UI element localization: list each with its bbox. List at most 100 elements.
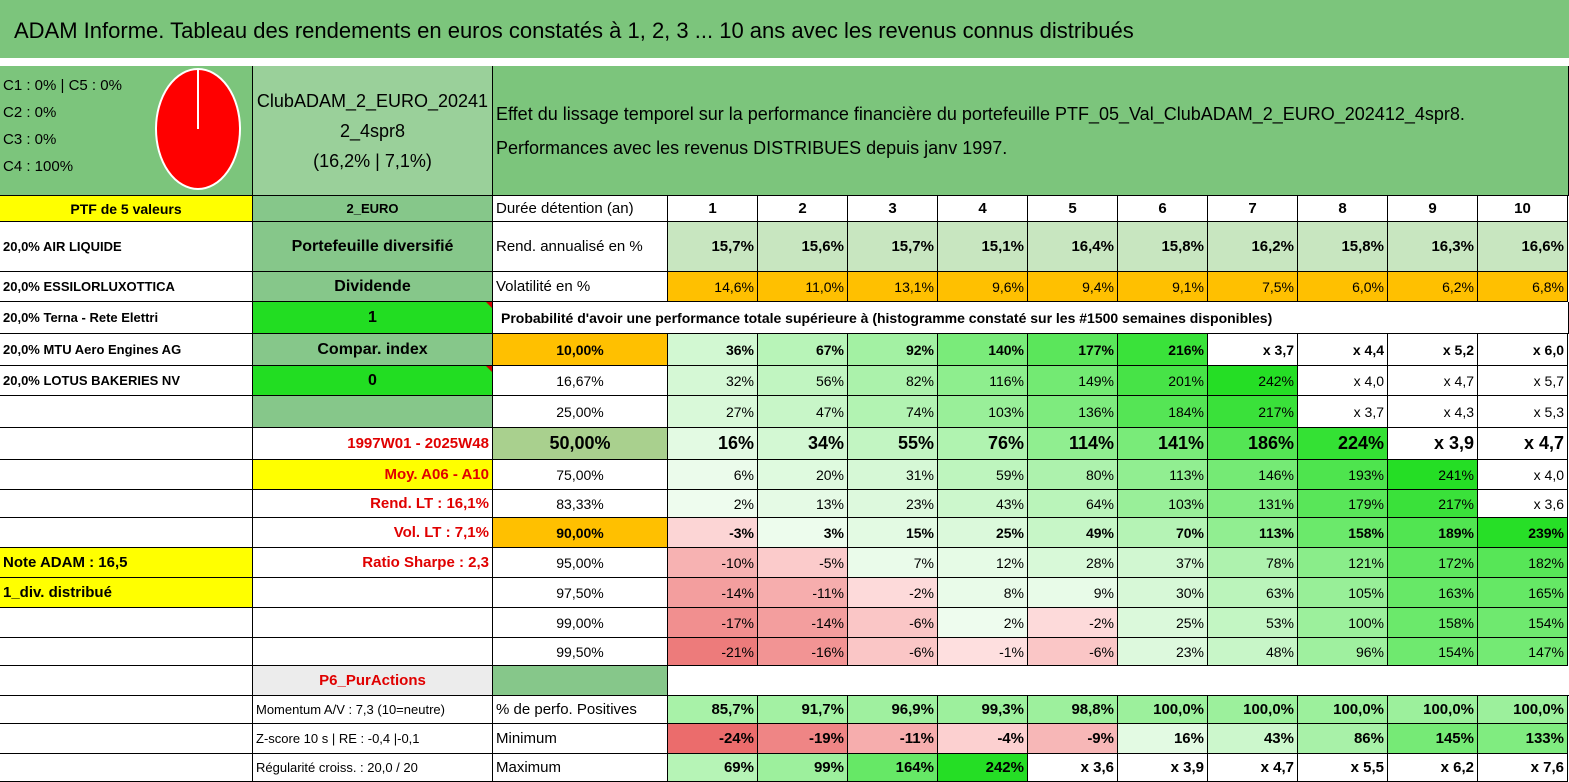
max-value: 69% [668,754,758,782]
probability-value: -6% [848,638,938,666]
momentum-label: Momentum A/V : 7,3 (10=neutre) [253,696,493,724]
probability-value: 2% [668,490,758,518]
holding-item: 20,0% MTU Aero Engines AG [0,334,253,366]
probability-value: 114% [1028,428,1118,460]
probability-value: 182% [1478,548,1568,578]
empty-green-cell [493,666,668,696]
probability-value: 158% [1298,518,1388,548]
probability-value: -10% [668,548,758,578]
probability-value: 63% [1208,578,1298,608]
empty-cell [253,638,493,666]
allocation-line: C1 : 0% | C5 : 0% [3,77,122,94]
rend-value: 15,7% [668,222,758,272]
max-value: 99% [758,754,848,782]
probability-value: 25% [938,518,1028,548]
dividend-label: Dividende [253,272,493,302]
year-header: 8 [1298,196,1388,222]
probability-value: 140% [938,334,1028,366]
probability-threshold: 16,67% [493,366,668,396]
probability-value: x 4,4 [1298,334,1388,366]
probability-value: x 5,3 [1478,396,1568,428]
probability-value: x 4,7 [1478,428,1568,460]
probability-value: 217% [1388,490,1478,518]
probability-value: 7% [848,548,938,578]
probability-value: -6% [1028,638,1118,666]
probability-value: x 4,7 [1388,366,1478,396]
pos-value: 85,7% [668,696,758,724]
compar-index-label: Compar. index [253,334,493,366]
min-value: -11% [848,724,938,754]
probability-value: 186% [1208,428,1298,460]
probability-value: 3% [758,518,848,548]
rend-value: 16,6% [1478,222,1568,272]
probability-value: 15% [848,518,938,548]
portfolio-description-line1: Effet du lissage temporel sur la perform… [496,103,1465,124]
probability-value: -3% [668,518,758,548]
probability-threshold: 99,00% [493,608,668,638]
probability-value: 177% [1028,334,1118,366]
probability-value: 27% [668,396,758,428]
probability-value: 23% [848,490,938,518]
year-header: 10 [1478,196,1568,222]
probability-value: 103% [1118,490,1208,518]
probability-value: 172% [1388,548,1478,578]
min-value: -19% [758,724,848,754]
probability-value: 96% [1298,638,1388,666]
probability-threshold: 95,00% [493,548,668,578]
empty-cell [0,696,253,724]
probability-value: x 3,6 [1478,490,1568,518]
probability-label: Probabilité d'avoir une performance tota… [493,302,1569,334]
probability-value: x 3,7 [1298,396,1388,428]
probability-value: x 5,2 [1388,334,1478,366]
rend-value: 15,1% [938,222,1028,272]
probability-value: 36% [668,334,758,366]
probability-value: 141% [1118,428,1208,460]
probability-value: -2% [1028,608,1118,638]
sharpe-label: Ratio Sharpe : 2,3 [253,548,493,578]
probability-value: -5% [758,548,848,578]
probability-value: 154% [1478,608,1568,638]
probability-value: 48% [1208,638,1298,666]
moy-label: Moy. A06 - A10 [253,460,493,490]
probability-value: 146% [1208,460,1298,490]
probability-value: 179% [1298,490,1388,518]
rend-value: 15,7% [848,222,938,272]
probability-threshold: 90,00% [493,518,668,548]
probability-value: 55% [848,428,938,460]
max-value: x 7,6 [1478,754,1568,782]
probability-threshold: 25,00% [493,396,668,428]
empty-cell [668,666,1569,696]
probability-value: 189% [1388,518,1478,548]
rend-value: 15,8% [1118,222,1208,272]
max-value: x 6,2 [1388,754,1478,782]
year-header: 3 [848,196,938,222]
vol-value: 11,0% [758,272,848,302]
probability-value: 28% [1028,548,1118,578]
probability-value: x 5,7 [1478,366,1568,396]
holding-item: 20,0% LOTUS BAKERIES NV [0,366,253,396]
probability-value: 193% [1298,460,1388,490]
max-label: Maximum [493,754,668,782]
year-header: 9 [1388,196,1478,222]
min-value: 16% [1118,724,1208,754]
empty-cell [0,724,253,754]
probability-value: -14% [668,578,758,608]
empty-cell [0,490,253,518]
holding-item: 20,0% AIR LIQUIDE [0,222,253,272]
probability-value: 12% [938,548,1028,578]
vol-value: 14,6% [668,272,758,302]
min-value: 86% [1298,724,1388,754]
probability-threshold: 99,50% [493,638,668,666]
probability-value: 201% [1118,366,1208,396]
vol-lt-label: Vol. LT : 7,1% [253,518,493,548]
pos-value: 98,8% [1028,696,1118,724]
probability-value: 9% [1028,578,1118,608]
probability-value: 64% [1028,490,1118,518]
portfolio-name-block: ClubADAM_2_EURO_20241 2_4spr8 (16,2% | 7,1… [253,66,493,196]
period-label: 1997W01 - 2025W48 [253,428,493,460]
probability-value: 49% [1028,518,1118,548]
probability-value: 8% [938,578,1028,608]
probability-value: -17% [668,608,758,638]
min-value: 133% [1478,724,1568,754]
pos-value: 100,0% [1298,696,1388,724]
